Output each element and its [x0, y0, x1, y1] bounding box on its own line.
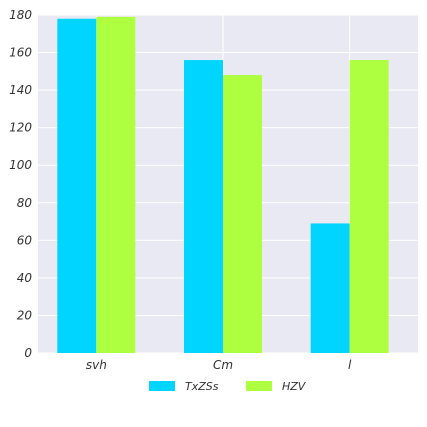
y-tick-label: 160	[9, 46, 32, 60]
y-tick-label: 140	[9, 83, 32, 97]
y-tick-label: 80	[17, 196, 33, 210]
x-tick-label: Cm	[213, 358, 233, 372]
bar-HZV-l	[349, 60, 389, 354]
legend: TxZSs HZV	[149, 380, 307, 393]
legend-swatch	[246, 381, 272, 391]
y-tick-label: 120	[9, 121, 32, 135]
y-axis-ticks: 0 20 40 60 80 100 120 140 160 180	[9, 8, 32, 360]
bar-HZV-svh	[96, 16, 136, 353]
y-tick-label: 180	[9, 8, 32, 22]
x-tick-label: l	[348, 358, 352, 372]
bar-TxZSs-Cm	[184, 60, 223, 354]
y-tick-label: 0	[24, 346, 32, 360]
bar-TxZSs-svh	[57, 18, 97, 354]
legend-swatch	[149, 381, 175, 391]
x-axis-ticks: svh Cm l	[86, 358, 352, 372]
bar-HZV-Cm	[223, 75, 262, 353]
legend-label: HZV	[282, 380, 307, 393]
x-tick-label: svh	[86, 358, 107, 372]
legend-label: TxZSs	[185, 380, 219, 393]
y-tick-label: 100	[9, 158, 32, 172]
y-tick-label: 40	[17, 271, 33, 285]
bar-TxZSs-l	[310, 223, 350, 353]
bars	[57, 16, 389, 354]
y-tick-label: 60	[17, 233, 33, 247]
y-tick-label: 20	[17, 308, 33, 322]
